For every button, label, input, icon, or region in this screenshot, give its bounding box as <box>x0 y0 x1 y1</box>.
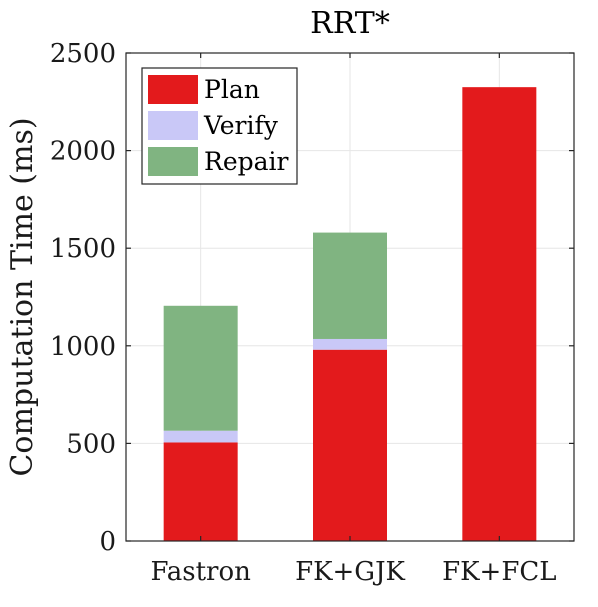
y-tick-label: 1000 <box>50 332 116 362</box>
bar-plan-fastron <box>163 442 238 541</box>
legend-label-verify: Verify <box>203 111 279 140</box>
legend-swatch-verify <box>148 111 198 140</box>
x-tick-label: FK+GJK <box>295 557 405 587</box>
y-tick-label: 2000 <box>50 137 116 167</box>
bar-repair-fastron <box>163 305 238 431</box>
bar-verify-fastron <box>163 430 238 443</box>
legend: Plan Verify Repair <box>141 67 298 185</box>
y-tick-label: 1500 <box>50 234 116 264</box>
bar-plan-fk-fcl <box>462 87 537 541</box>
x-axis: Fastron FK+GJK FK+FCL <box>150 53 557 587</box>
legend-label-repair: Repair <box>204 147 289 176</box>
y-tick-label: 2500 <box>50 39 116 69</box>
y-axis: 0 500 1000 1500 2000 2500 <box>50 39 574 557</box>
chart-title: RRT* <box>310 6 390 41</box>
x-tick-label: Fastron <box>150 557 251 587</box>
legend-swatch-repair <box>148 147 198 176</box>
legend-swatch-plan <box>148 75 198 104</box>
y-tick-label: 0 <box>99 527 116 557</box>
legend-label-plan: Plan <box>204 75 260 104</box>
y-axis-label: Computation Time (ms) <box>5 117 40 476</box>
bar-plan-fk-gjk <box>313 349 387 541</box>
bars <box>163 87 537 541</box>
y-tick-label: 500 <box>66 429 116 459</box>
x-tick-label: FK+FCL <box>442 557 556 587</box>
bar-verify-fk-gjk <box>313 338 387 350</box>
bar-repair-fk-gjk <box>313 232 387 339</box>
